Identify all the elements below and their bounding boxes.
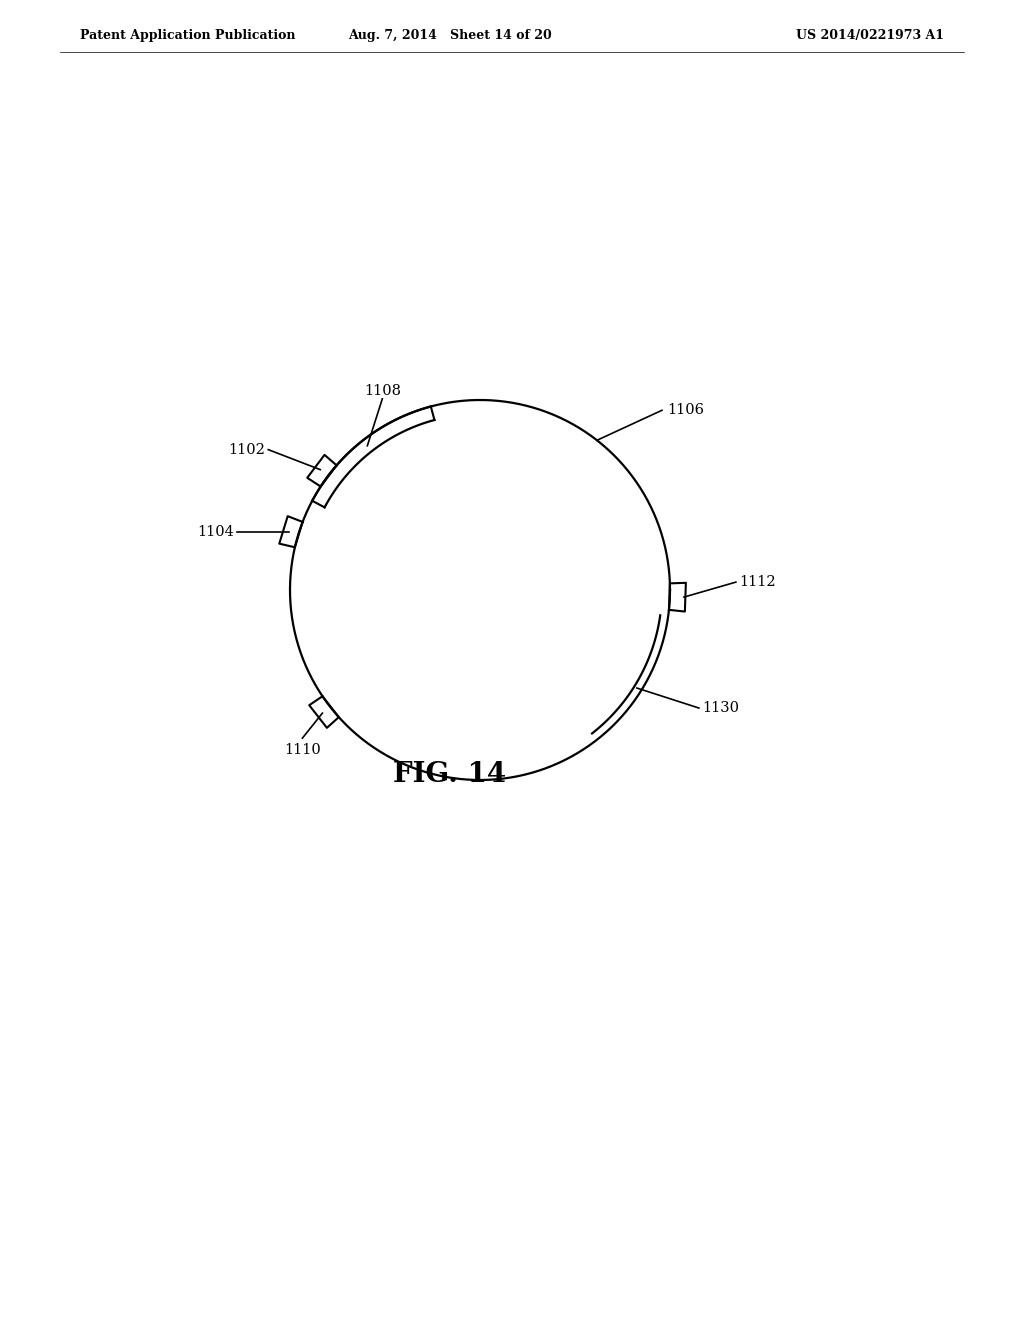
Text: 1108: 1108 [364, 384, 400, 397]
Text: FIG. 14: FIG. 14 [393, 762, 507, 788]
Text: 1102: 1102 [228, 442, 265, 457]
Text: Patent Application Publication: Patent Application Publication [80, 29, 296, 41]
Text: Aug. 7, 2014   Sheet 14 of 20: Aug. 7, 2014 Sheet 14 of 20 [348, 29, 552, 41]
Text: 1104: 1104 [197, 524, 233, 539]
Text: 1106: 1106 [667, 404, 703, 417]
Text: 1112: 1112 [739, 576, 775, 589]
Text: 1110: 1110 [284, 743, 321, 758]
Text: 1130: 1130 [701, 701, 739, 715]
Text: US 2014/0221973 A1: US 2014/0221973 A1 [796, 29, 944, 41]
